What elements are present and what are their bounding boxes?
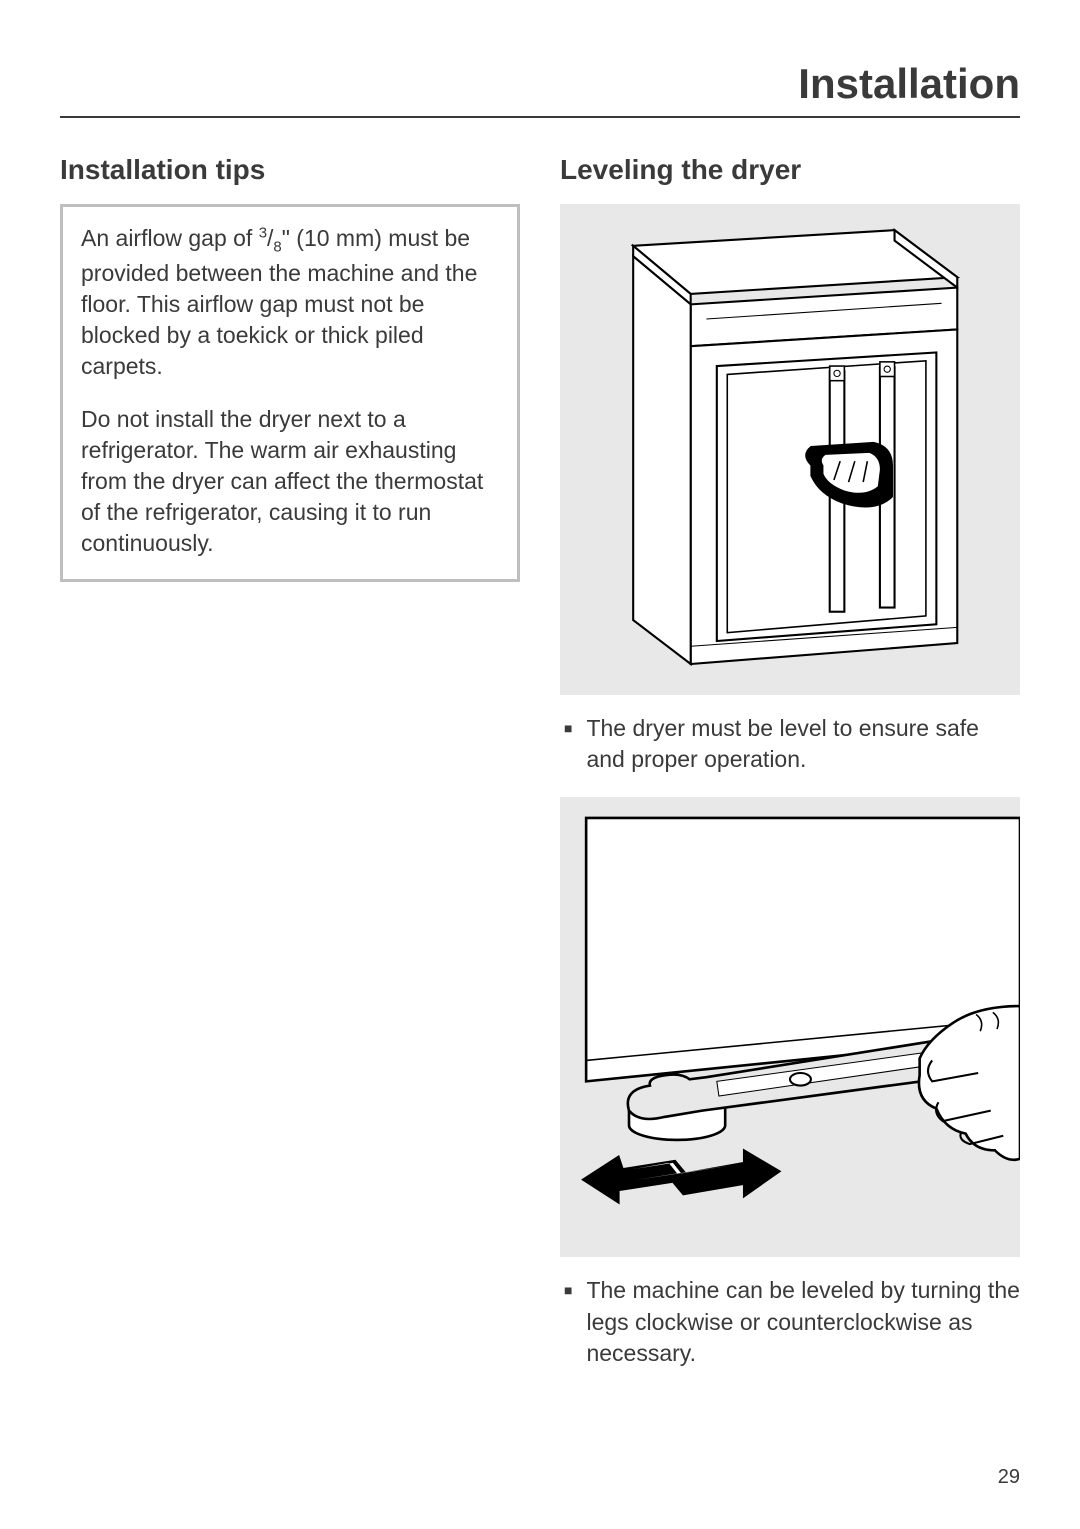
right-column: Leveling the dryer [560,154,1020,1391]
two-column-layout: Installation tips An airflow gap of 3/8"… [60,154,1020,1391]
figure-leveling-leg [560,797,1020,1257]
installation-tips-heading: Installation tips [60,154,520,186]
dryer-level-illustration [560,204,1020,695]
page-title: Installation [60,60,1020,118]
callout-paragraph-2: Do not install the dryer next to a refri… [81,404,499,559]
leveling-leg-illustration [560,797,1020,1257]
bullet-1-text: The dryer must be level to ensure safe a… [586,713,1020,775]
fraction-denominator: 8 [273,239,281,256]
square-bullet-icon: ■ [564,1275,572,1368]
bullet-item-2: ■ The machine can be leveled by turning … [560,1275,1020,1368]
leveling-heading: Leveling the dryer [560,154,1020,186]
square-bullet-icon: ■ [564,713,572,775]
page-root: Installation Installation tips An airflo… [0,0,1080,1529]
left-column: Installation tips An airflow gap of 3/8"… [60,154,520,1391]
page-number: 29 [998,1466,1020,1489]
fraction-numerator: 3 [259,224,267,241]
bullet-item-1: ■ The dryer must be level to ensure safe… [560,713,1020,775]
installation-tips-callout: An airflow gap of 3/8" (10 mm) must be p… [60,204,520,582]
callout-paragraph-1: An airflow gap of 3/8" (10 mm) must be p… [81,223,499,382]
figure-dryer-with-level [560,204,1020,695]
bullet-2-text: The machine can be leveled by turning th… [586,1275,1020,1368]
callout-p1-pre: An airflow gap of [81,225,259,251]
